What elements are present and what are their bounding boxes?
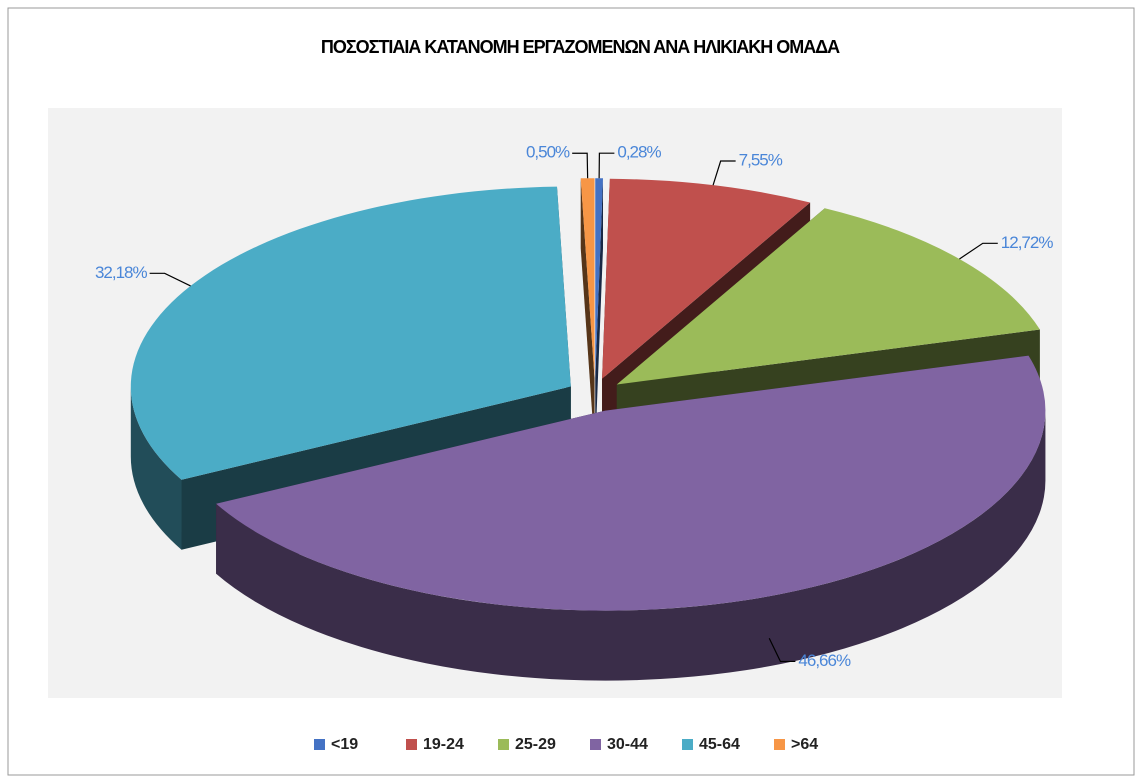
slice-side <box>216 410 1046 681</box>
legend-swatch <box>590 739 601 750</box>
leader-line <box>768 637 796 663</box>
data-label: 32,18% <box>95 263 148 282</box>
data-label: 0,28% <box>617 143 661 162</box>
slice <box>216 355 1046 611</box>
slice <box>216 355 1046 681</box>
leader-line <box>572 152 589 179</box>
legend-swatch <box>774 739 785 750</box>
legend-label: 19-24 <box>423 736 464 753</box>
data-label: 0,50% <box>526 143 570 162</box>
data-label: 7,55% <box>739 151 783 170</box>
legend-label: 45-64 <box>699 736 740 753</box>
data-label: 12,72% <box>1001 233 1054 252</box>
legend-label: 30-44 <box>607 736 648 753</box>
slice <box>602 178 811 379</box>
legend-label: 25-29 <box>515 736 556 753</box>
slice-side <box>595 178 603 449</box>
slice <box>130 186 571 480</box>
slice <box>580 178 595 449</box>
legend-swatch <box>406 739 417 750</box>
legend-label: >64 <box>791 736 818 753</box>
slice <box>616 208 1040 385</box>
data-label: 46,66% <box>798 651 851 670</box>
chart-title: ΠΟΣΟΣΤΙΑΙΑ ΚΑΤΑΝΟΜΗ ΕΡΓΑΖΟΜΕΝΩΝ ΑΝΑ ΗΛΙΚ… <box>321 37 840 57</box>
slice <box>580 178 595 379</box>
leader-line <box>959 242 998 260</box>
legend-label: <19 <box>331 736 358 753</box>
slice <box>595 178 603 379</box>
slice-side <box>130 386 182 550</box>
slice-side <box>580 178 595 449</box>
legend-swatch <box>498 739 509 750</box>
slice <box>595 178 603 449</box>
leader-line <box>149 272 191 287</box>
leader-line <box>598 152 615 179</box>
legend-swatch <box>682 739 693 750</box>
legend-swatch <box>314 739 325 750</box>
leader-line <box>712 160 736 186</box>
